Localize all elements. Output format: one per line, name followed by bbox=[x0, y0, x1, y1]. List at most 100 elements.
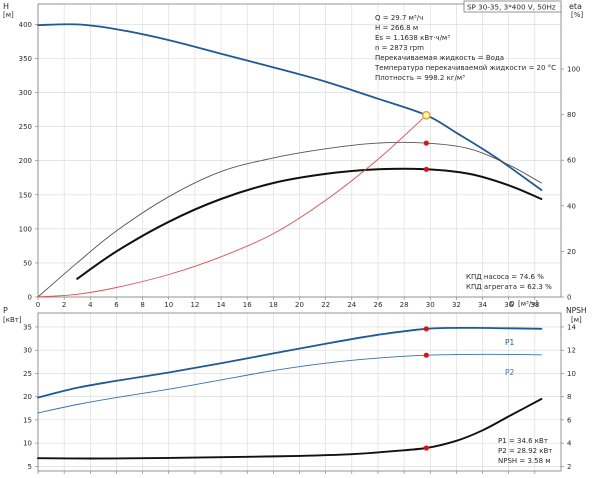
power-npsh-panel: 5 10 15 20 25 30 35 2 4 6 8 10 12 14 P [кВт] NPSH [м… bbox=[3, 306, 587, 474]
right-tick-label: 2 bbox=[567, 463, 571, 471]
x-tick-label: 16 bbox=[243, 301, 252, 309]
x-tick-label: 30 bbox=[426, 301, 435, 309]
flow-axis-label: Q bbox=[509, 300, 515, 308]
left-tick-label: 25 bbox=[23, 370, 32, 378]
pump-efficiency-point bbox=[423, 140, 429, 146]
p2-series-label: P2 bbox=[505, 368, 515, 377]
pump-title-box bbox=[463, 0, 562, 13]
flow-axis-unit: [м³/ч] bbox=[518, 300, 538, 308]
info-head: H = 266.8 м bbox=[375, 24, 418, 32]
x-tick-label: 22 bbox=[321, 301, 330, 309]
right-tick-label: 12 bbox=[567, 347, 576, 355]
left-tick-label: 10 bbox=[23, 440, 32, 448]
x-tick-label: 38 bbox=[530, 301, 539, 309]
right-tick-label: 40 bbox=[567, 202, 576, 210]
x-tick-label: 2 bbox=[62, 301, 66, 309]
left-tick-label: 0 bbox=[28, 294, 32, 302]
head-axis-label: H bbox=[3, 2, 9, 11]
bottom-plot-frame bbox=[37, 312, 562, 472]
x-tick-label: 8 bbox=[140, 301, 144, 309]
bottom-points bbox=[423, 326, 429, 451]
x-tick-label: 34 bbox=[478, 301, 487, 309]
unit-efficiency-point bbox=[423, 166, 429, 172]
x-tick-label: 18 bbox=[269, 301, 278, 309]
right-tick-label: 80 bbox=[567, 111, 576, 119]
bottom-grid bbox=[37, 313, 561, 474]
x-tick-label: 36 bbox=[504, 301, 513, 309]
system-curve-curve bbox=[37, 114, 427, 298]
left-tick-label: 20 bbox=[23, 393, 32, 401]
p1-point bbox=[423, 326, 429, 332]
head-curve bbox=[37, 23, 543, 191]
npsh-value-label: NPSH = 3.58 м bbox=[498, 457, 551, 465]
pump-title: SP 30-35, 3*400 V, 50Hz bbox=[467, 3, 556, 12]
x-tick-label: 32 bbox=[452, 301, 461, 309]
p2-curve bbox=[37, 353, 542, 414]
pump-efficiency-curve bbox=[37, 141, 542, 298]
p2-point bbox=[423, 352, 429, 358]
p1-series-label: P1 bbox=[505, 338, 515, 347]
p1-value-label: P1 = 34.6 кВт bbox=[498, 437, 548, 445]
power-axis-label: P bbox=[3, 306, 8, 315]
left-tick-label: 50 bbox=[23, 259, 32, 267]
p2-value-label: P2 = 28.92 кВт bbox=[498, 447, 552, 455]
left-tick-label: 5 bbox=[28, 463, 32, 471]
top-grid bbox=[37, 4, 561, 300]
bottom-series bbox=[37, 326, 543, 460]
x-tick-label: 20 bbox=[295, 301, 304, 309]
power-axis-unit: [кВт] bbox=[3, 316, 22, 324]
left-tick-label: 200 bbox=[19, 157, 32, 165]
x-tick-label: 26 bbox=[373, 301, 382, 309]
left-tick-label: 300 bbox=[19, 89, 32, 97]
duty-point bbox=[422, 110, 431, 120]
npsh-axis-label: NPSH bbox=[566, 306, 587, 315]
info-flow: Q = 29.7 м³/ч bbox=[375, 14, 423, 22]
unit-efficiency-label: КПД агрегата = 62.3 % bbox=[466, 283, 552, 291]
info-liquid: Перекачиваемая жидкость = Вода bbox=[375, 54, 504, 62]
x-tick-label: 4 bbox=[88, 301, 93, 309]
top-right-axis: 0 20 40 60 80 100 bbox=[561, 65, 580, 302]
info-density: Плотность = 998.2 кг/м³ bbox=[375, 74, 465, 82]
p1-curve bbox=[37, 326, 543, 399]
top-points bbox=[422, 110, 431, 172]
left-tick-label: 150 bbox=[19, 191, 32, 199]
x-tick-label: 28 bbox=[400, 301, 409, 309]
left-tick-label: 250 bbox=[19, 123, 32, 131]
x-tick-label: 14 bbox=[217, 301, 226, 309]
left-tick-label: 100 bbox=[19, 225, 32, 233]
pump-efficiency-label: КПД насоса = 74.6 % bbox=[466, 273, 544, 281]
x-tick-label: 12 bbox=[190, 301, 199, 309]
power-axis: 5 10 15 20 25 30 35 bbox=[23, 323, 38, 471]
right-tick-label: 20 bbox=[567, 248, 576, 256]
info-energy: Es = 1.1638 кВт·ч/м³ bbox=[375, 34, 450, 42]
right-tick-label: 4 bbox=[567, 440, 572, 448]
right-tick-label: 8 bbox=[567, 393, 571, 401]
head-axis-unit: [м] bbox=[3, 11, 14, 19]
left-tick-label: 350 bbox=[19, 55, 32, 63]
x-tick-label: 24 bbox=[347, 301, 356, 309]
npsh-axis-unit: [м] bbox=[571, 316, 582, 324]
left-tick-label: 35 bbox=[23, 323, 32, 331]
left-tick-label: 15 bbox=[23, 416, 32, 424]
x-tick-label: 0 bbox=[36, 301, 40, 309]
x-tick-label: 10 bbox=[164, 301, 173, 309]
x-axis: 0 2 4 6 8 10 12 14 16 18 20 22 24 26 28 30 32 34 36 38 bbox=[36, 301, 540, 309]
right-tick-label: 10 bbox=[567, 370, 576, 378]
right-tick-label: 60 bbox=[567, 157, 576, 165]
right-tick-label: 100 bbox=[567, 65, 580, 73]
top-plot-frame bbox=[37, 3, 562, 298]
info-temperature: Температура перекачиваемой жидкости = 20… bbox=[374, 64, 556, 72]
right-tick-label: 6 bbox=[567, 416, 572, 424]
right-tick-label: 14 bbox=[567, 323, 576, 331]
npsh-axis: 2 4 6 8 10 12 14 bbox=[561, 323, 576, 471]
eta-axis-label: eta bbox=[569, 2, 582, 11]
top-series bbox=[37, 23, 543, 298]
right-tick-label: 0 bbox=[567, 294, 571, 302]
npsh-curve bbox=[37, 398, 543, 460]
npsh-point bbox=[423, 445, 429, 451]
top-left-axis: 0 50 100 150 200 250 300 350 400 bbox=[19, 21, 38, 302]
eta-axis-unit: [%] bbox=[571, 11, 583, 19]
x-tick-label: 6 bbox=[114, 301, 119, 309]
